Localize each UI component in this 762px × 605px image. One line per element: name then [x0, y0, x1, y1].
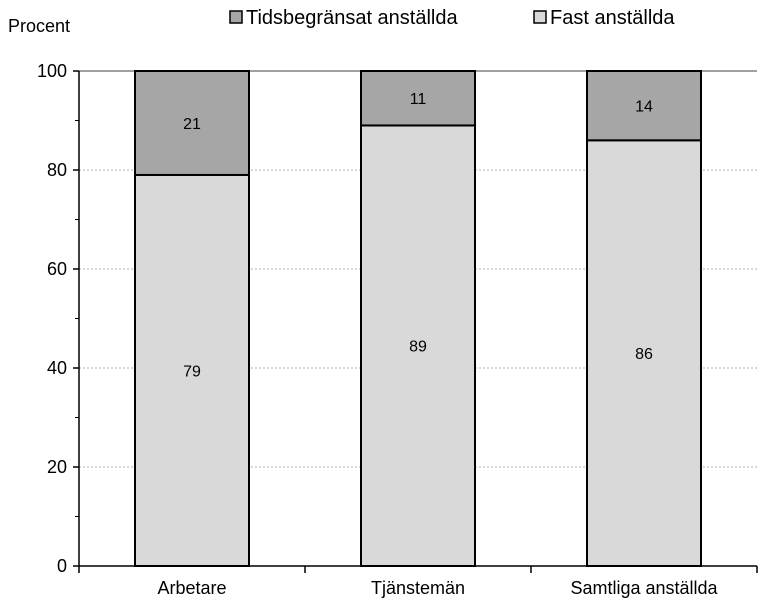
data-label: 89: [409, 339, 427, 356]
y-tick-label: 0: [57, 556, 67, 576]
y-tick-label: 60: [47, 259, 67, 279]
legend-item: Fast anställda: [533, 7, 675, 29]
y-tick-label: 40: [47, 358, 67, 378]
bar-segment-tidsbegransat: [586, 70, 702, 142]
data-labels: 79 21 89 11 86 14: [183, 91, 653, 380]
y-tick-label: 20: [47, 457, 67, 477]
legend-swatch: [533, 10, 547, 24]
legend-label: Fast anställda: [550, 7, 675, 29]
data-label: 14: [635, 99, 653, 116]
bar-segment-tidsbegransat: [134, 70, 250, 176]
legend-label: Tidsbegränsat anställda: [246, 7, 458, 29]
x-tick-label: Samtliga anställda: [570, 578, 718, 598]
y-tick-label: 100: [37, 61, 67, 81]
bars: [134, 70, 702, 568]
bar-segment-tidsbegransat: [360, 70, 476, 127]
bar-segment-fast: [586, 139, 702, 568]
legend-swatch: [229, 10, 243, 24]
legend: Tidsbegränsat anställda Fast anställda: [229, 7, 675, 29]
data-label: 21: [183, 116, 201, 133]
axes: Arbetare Tjänstemän Samtliga anställda 0 20 4…: [37, 61, 758, 598]
bar-segment-fast: [360, 124, 476, 567]
y-axis-title: Procent: [8, 16, 70, 36]
data-label: 79: [183, 363, 201, 380]
legend-item: Tidsbegränsat anställda: [229, 7, 458, 29]
data-label: 86: [635, 346, 653, 363]
x-tick-label: Arbetare: [157, 578, 226, 598]
data-label: 11: [410, 91, 427, 108]
bar-segment-fast: [134, 173, 250, 567]
x-tick-label: Tjänstemän: [371, 578, 465, 598]
y-tick-label: 80: [47, 160, 67, 180]
